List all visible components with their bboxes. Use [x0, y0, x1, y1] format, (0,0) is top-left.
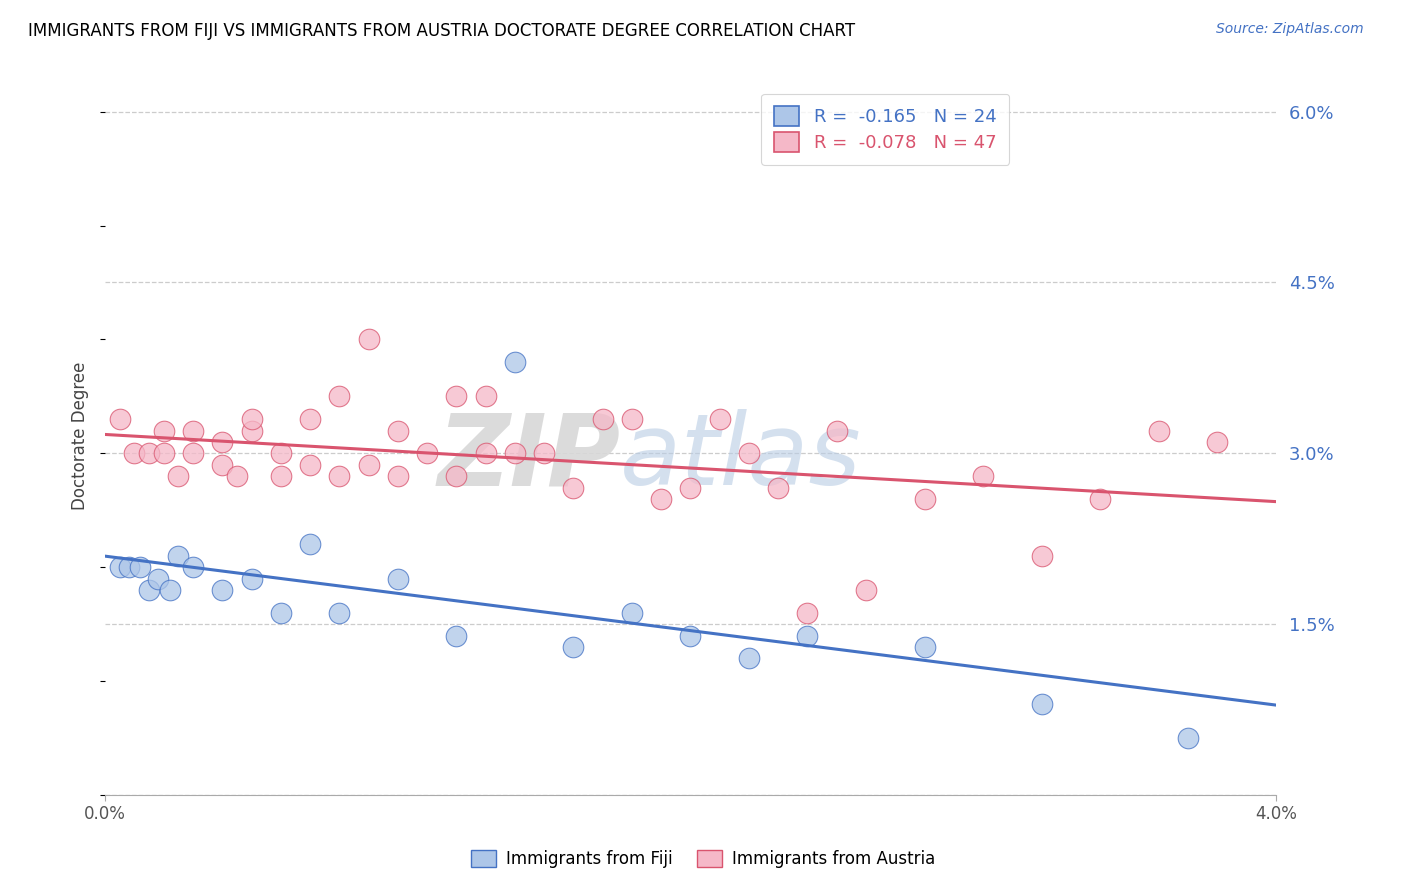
Text: Source: ZipAtlas.com: Source: ZipAtlas.com: [1216, 22, 1364, 37]
Point: [562, 640, 585, 654]
Legend: R =  -0.165   N = 24, R =  -0.078   N = 47: R = -0.165 N = 24, R = -0.078 N = 47: [762, 94, 1010, 165]
Point: [129, 560, 152, 574]
Point: [357, 333, 380, 347]
Point: [533, 446, 555, 460]
Point: [152, 424, 174, 438]
Point: [592, 412, 614, 426]
Point: [108, 412, 131, 426]
Point: [738, 651, 761, 665]
Point: [181, 446, 204, 460]
Text: ZIP: ZIP: [437, 409, 620, 507]
Point: [167, 469, 190, 483]
Point: [225, 469, 247, 483]
Point: [474, 389, 496, 403]
Point: [679, 481, 702, 495]
Point: [768, 481, 790, 495]
Point: [1031, 697, 1053, 711]
Point: [299, 412, 322, 426]
Y-axis label: Doctorate Degree: Doctorate Degree: [72, 362, 89, 510]
Point: [825, 424, 848, 438]
Point: [167, 549, 190, 563]
Point: [1147, 424, 1170, 438]
Point: [503, 446, 526, 460]
Point: [972, 469, 994, 483]
Point: [1206, 434, 1229, 449]
Point: [240, 412, 263, 426]
Point: [620, 412, 643, 426]
Point: [270, 446, 292, 460]
Point: [328, 469, 350, 483]
Point: [328, 606, 350, 620]
Point: [108, 560, 131, 574]
Point: [270, 469, 292, 483]
Point: [181, 424, 204, 438]
Point: [181, 560, 204, 574]
Point: [240, 572, 263, 586]
Point: [299, 458, 322, 472]
Point: [146, 572, 169, 586]
Point: [124, 446, 146, 460]
Point: [914, 640, 936, 654]
Legend: Immigrants from Fiji, Immigrants from Austria: Immigrants from Fiji, Immigrants from Au…: [464, 843, 942, 875]
Point: [328, 389, 350, 403]
Point: [270, 606, 292, 620]
Point: [387, 469, 409, 483]
Point: [796, 629, 818, 643]
Point: [211, 434, 233, 449]
Point: [855, 582, 877, 597]
Point: [159, 582, 181, 597]
Point: [138, 446, 160, 460]
Point: [387, 424, 409, 438]
Point: [211, 582, 233, 597]
Point: [138, 582, 160, 597]
Text: IMMIGRANTS FROM FIJI VS IMMIGRANTS FROM AUSTRIA DOCTORATE DEGREE CORRELATION CHA: IMMIGRANTS FROM FIJI VS IMMIGRANTS FROM …: [28, 22, 855, 40]
Point: [650, 491, 672, 506]
Point: [299, 537, 322, 551]
Point: [357, 458, 380, 472]
Point: [446, 629, 468, 643]
Point: [679, 629, 702, 643]
Point: [117, 560, 139, 574]
Point: [503, 355, 526, 369]
Point: [446, 469, 468, 483]
Point: [152, 446, 174, 460]
Point: [1031, 549, 1053, 563]
Point: [709, 412, 731, 426]
Point: [446, 389, 468, 403]
Point: [1088, 491, 1111, 506]
Point: [796, 606, 818, 620]
Point: [240, 424, 263, 438]
Point: [738, 446, 761, 460]
Point: [1177, 731, 1199, 745]
Point: [474, 446, 496, 460]
Text: atlas: atlas: [620, 409, 862, 507]
Point: [387, 572, 409, 586]
Point: [914, 491, 936, 506]
Point: [416, 446, 439, 460]
Point: [620, 606, 643, 620]
Point: [562, 481, 585, 495]
Point: [211, 458, 233, 472]
